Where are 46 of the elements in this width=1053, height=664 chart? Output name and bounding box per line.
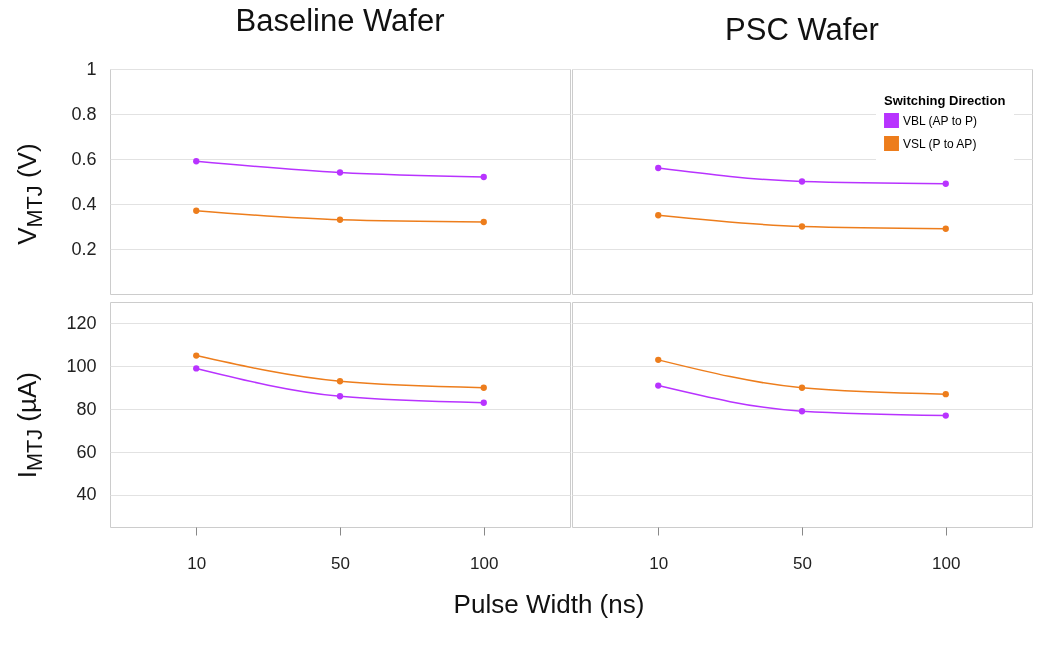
x-tick-label: 100 (470, 553, 499, 573)
x-tick-label: 10 (187, 553, 207, 573)
x-tick-label: 50 (331, 553, 350, 573)
y-tick-label: 100 (66, 355, 97, 376)
x-tick-label: 50 (793, 553, 812, 573)
x-axis-title: Pulse Width (ns) (453, 588, 645, 619)
point (655, 212, 662, 219)
point (480, 384, 487, 391)
y-tick-label: 120 (66, 312, 97, 333)
y-tick-label: 0.4 (71, 193, 97, 214)
point (193, 352, 200, 359)
y-tick-label: 60 (76, 441, 97, 462)
point (942, 225, 949, 232)
x-tick-label: 100 (932, 553, 961, 573)
point (193, 158, 200, 165)
point (655, 356, 662, 364)
y-tick-label: 80 (76, 398, 97, 419)
point (798, 223, 806, 230)
point (942, 412, 949, 419)
y-tick-label: 40 (76, 484, 97, 505)
point (193, 207, 200, 214)
point (193, 365, 200, 372)
y-tick-label: 1 (86, 58, 97, 79)
point (480, 173, 487, 181)
legend-title: Switching Direction (884, 93, 1006, 108)
point (480, 399, 487, 406)
y-tick-label: 0.2 (71, 238, 97, 259)
x-tick-label: 10 (649, 553, 669, 573)
point (798, 178, 806, 185)
point (942, 390, 949, 398)
chart-title: PSC Wafer (725, 12, 879, 47)
point (942, 180, 949, 187)
legend-label: VSL (P to AP) (903, 136, 977, 151)
y-tick-label: 0.8 (71, 103, 97, 124)
point (336, 169, 344, 176)
chart-title: Baseline Wafer (235, 3, 445, 38)
point (655, 382, 662, 389)
legend-label: VBL (AP to P) (903, 113, 978, 128)
point (336, 393, 344, 400)
point (336, 216, 344, 223)
point (798, 408, 806, 415)
point (480, 218, 487, 226)
point (336, 378, 344, 385)
point (655, 164, 662, 172)
point (798, 384, 806, 391)
y-tick-label: 0.6 (71, 148, 97, 169)
